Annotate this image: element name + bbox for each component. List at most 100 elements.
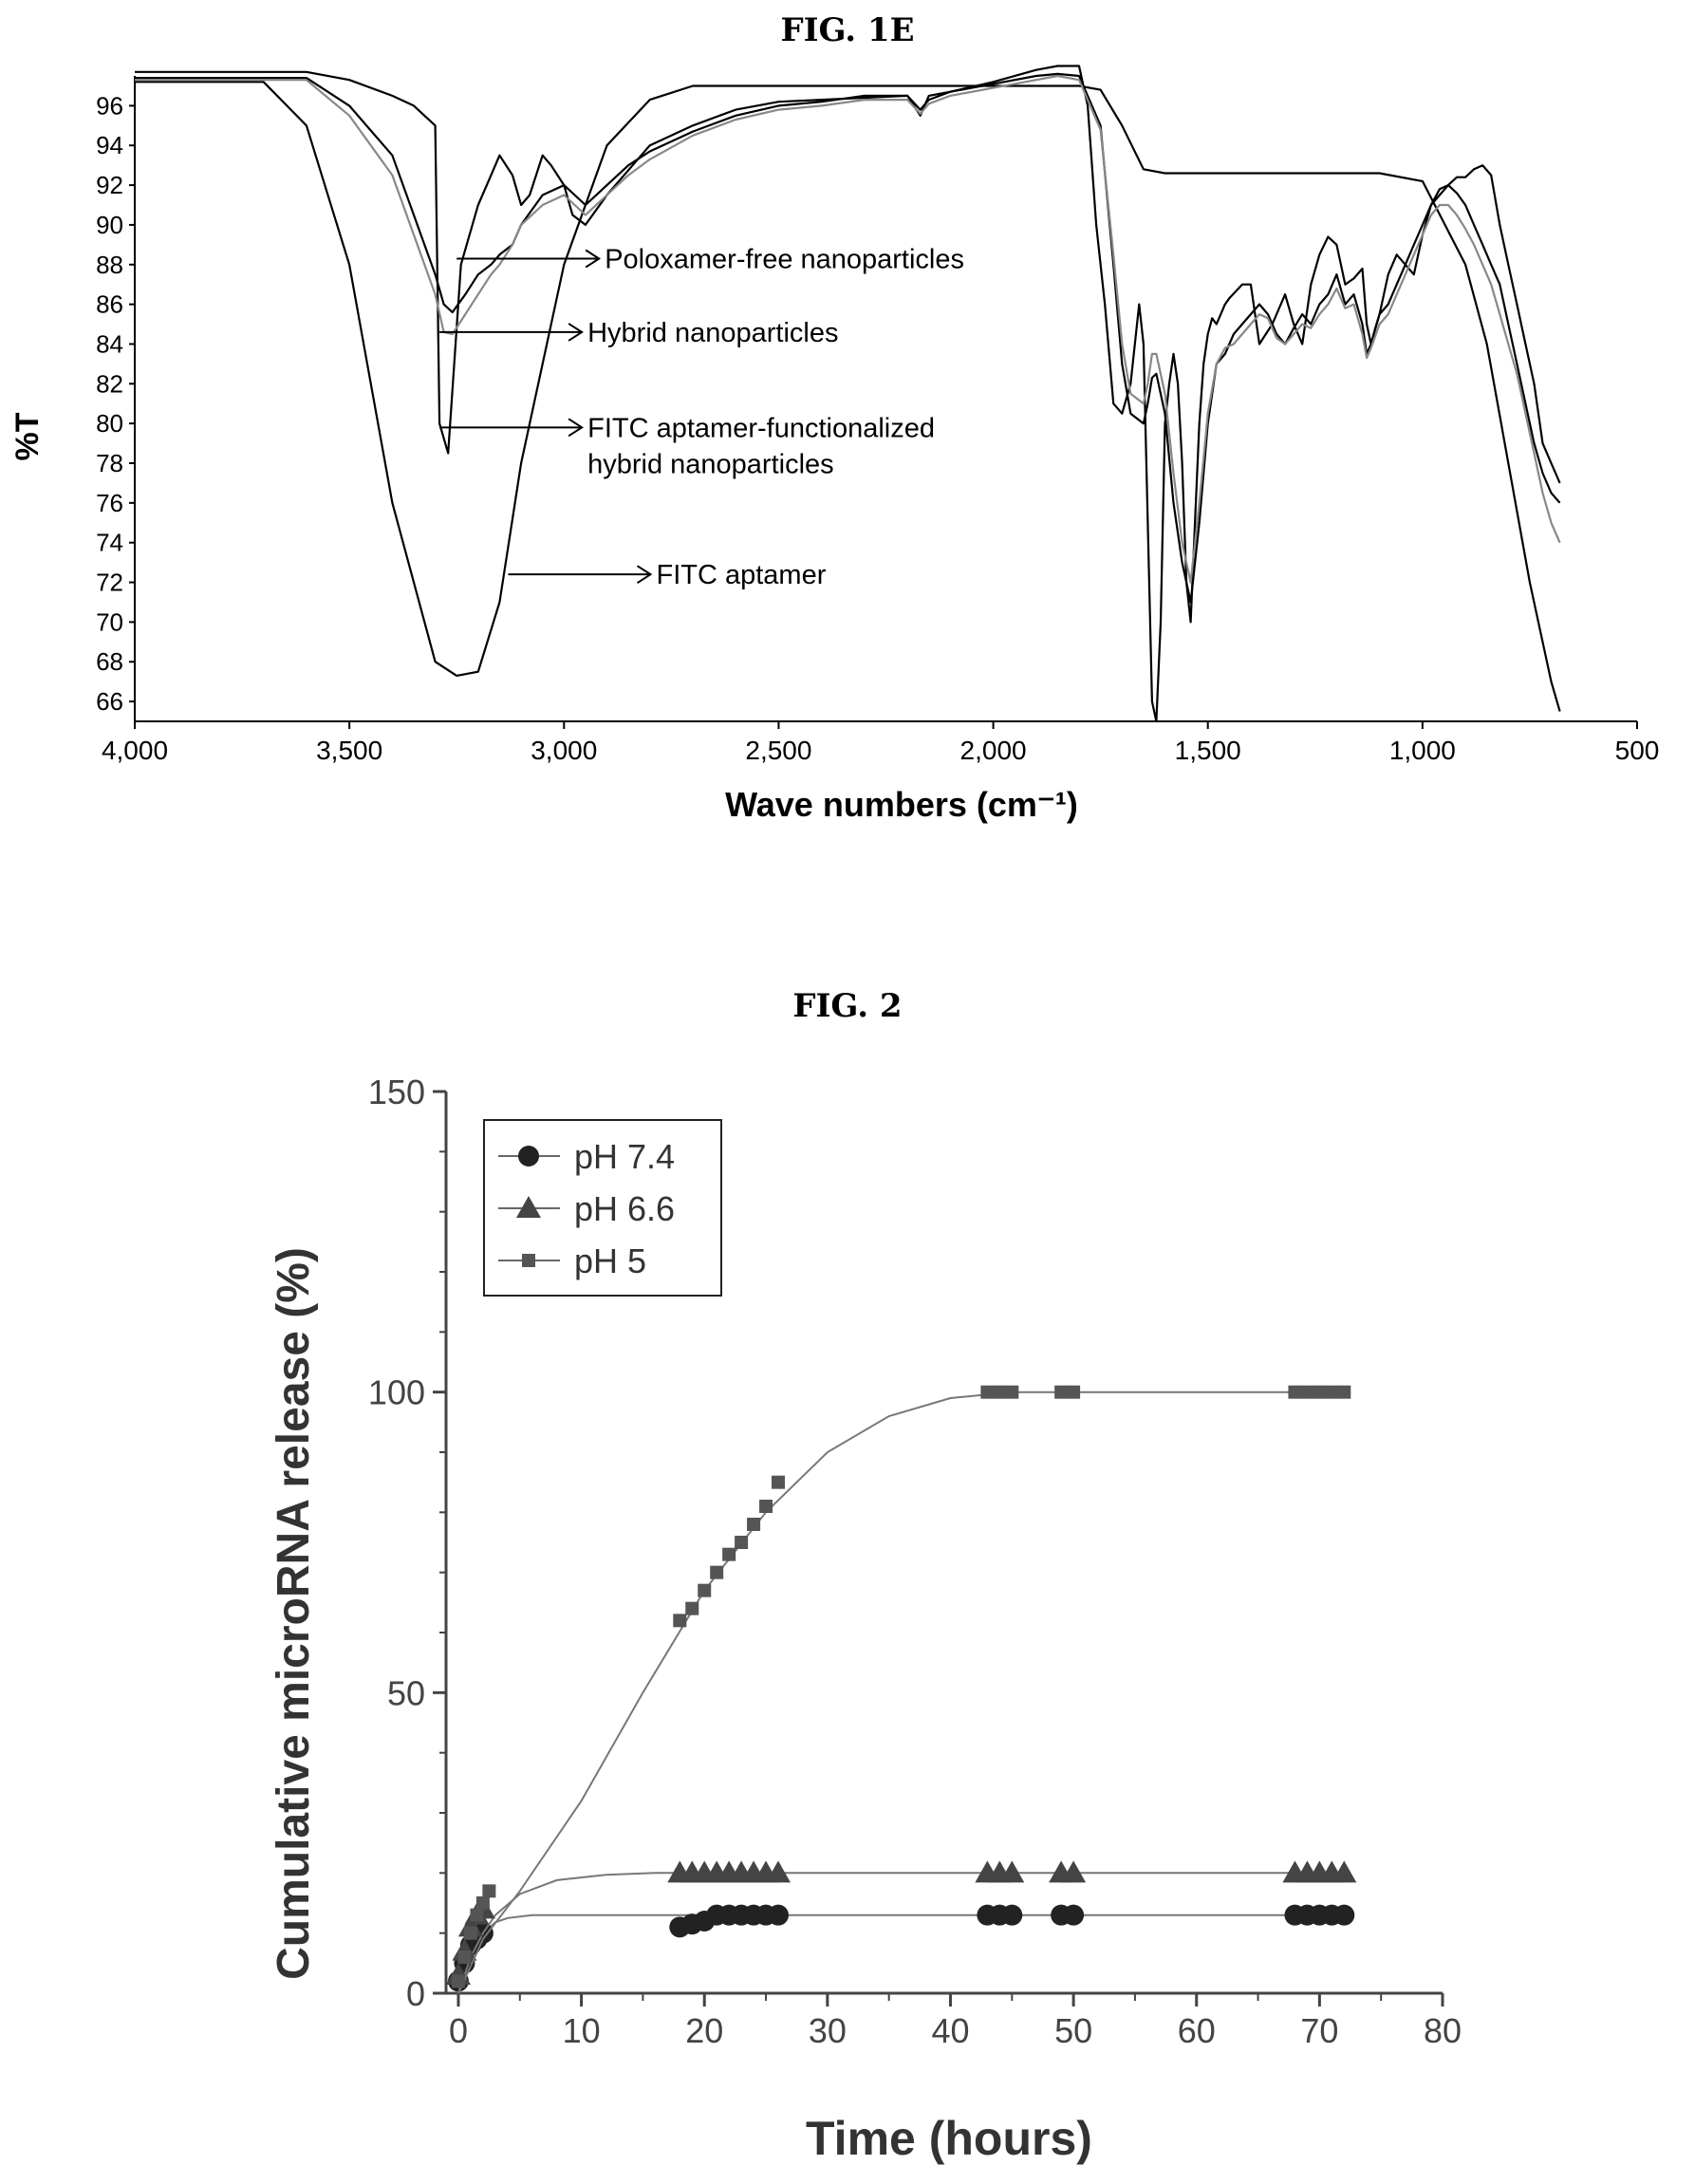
fig-1e-x-tick-label: 3,500 bbox=[316, 736, 382, 765]
fig-2-point-circle bbox=[768, 1904, 789, 1926]
fig-2-fit-curve bbox=[457, 1872, 1345, 1994]
fig-2-y-tick-label: 50 bbox=[387, 1673, 425, 1712]
fig-1e-x-tick-label: 4,000 bbox=[102, 736, 168, 765]
fig-1e-y-tick-label: 70 bbox=[96, 607, 123, 636]
fig-1e-ir-spectrum-chart: 4,000 3,500 3,000 2,500 2,000 1,500 1,000 500 66… bbox=[9, 65, 1659, 824]
fig-2-caption: FIG. 2 bbox=[792, 987, 903, 1025]
fig-1e-y-tick-label: 66 bbox=[96, 687, 123, 716]
fig-2-point-square bbox=[1300, 1385, 1314, 1399]
fig-2-x-tick-label: 50 bbox=[1054, 2011, 1092, 2050]
fig-2-point-triangle bbox=[999, 1860, 1025, 1883]
fig-1e-annotation-arrowhead bbox=[636, 565, 653, 585]
fig-1e-series-line bbox=[135, 81, 1561, 712]
fig-2-series bbox=[445, 1385, 1357, 1994]
fig-2-point-square bbox=[735, 1536, 749, 1549]
fig-1e-series bbox=[135, 65, 1561, 723]
fig-2-x-axis-label: Time (hours) bbox=[806, 2112, 1092, 2165]
fig-1e-annotation-arrowhead bbox=[568, 323, 584, 342]
fig-2-x-tick-label: 10 bbox=[563, 2011, 601, 2050]
fig-2-x-tick-label: 40 bbox=[931, 2011, 969, 2050]
fig-2-point-square bbox=[747, 1518, 761, 1531]
fig-2-point-square bbox=[980, 1385, 995, 1399]
fig-1e-series-line bbox=[135, 74, 1561, 584]
fig-1e-annotations: Poloxamer-free nanoparticles Hybrid nanop… bbox=[439, 244, 964, 590]
fig-2-point-square bbox=[1313, 1385, 1327, 1399]
fig-2-point-square bbox=[759, 1500, 773, 1513]
fig-1e-y-tick-label: 74 bbox=[96, 529, 123, 557]
fig-2-x-tick-label: 70 bbox=[1300, 2011, 1338, 2050]
fig-2-point-triangle bbox=[1332, 1860, 1357, 1883]
fig-2-fit-curve bbox=[457, 1913, 1345, 1994]
fig-2-point-square bbox=[451, 1974, 465, 1988]
fig-2-point-square bbox=[522, 1254, 535, 1267]
fig-1e-x-axis-label: Wave numbers (cm⁻¹) bbox=[725, 785, 1078, 824]
fig-2-x-tick-label: 20 bbox=[685, 2011, 723, 2050]
fig-1e-y-tick-label: 68 bbox=[96, 647, 123, 676]
fig-2-legend-label: pH 7.4 bbox=[574, 1137, 675, 1176]
fig-2-point-circle bbox=[518, 1146, 539, 1167]
fig-1e-annotation-label: Hybrid nanoparticles bbox=[587, 318, 838, 348]
fig-2-legend-label: pH 6.6 bbox=[574, 1189, 675, 1228]
fig-2-legend: pH 7.4 pH 6.6 pH 5 bbox=[483, 1119, 722, 1297]
fig-1e-annotation-label: FITC aptamer bbox=[656, 560, 826, 590]
fig-1e-y-tick-label: 92 bbox=[96, 171, 123, 199]
fig-1e-series-line bbox=[135, 65, 1561, 723]
fig-1e-annotation-label: hybrid nanoparticles bbox=[587, 449, 834, 479]
fig-1e-x-tick-label: 3,000 bbox=[531, 736, 597, 765]
fig-1e-axes: 4,000 3,500 3,000 2,500 2,000 1,500 1,000 500 66… bbox=[96, 76, 1659, 765]
fig-1e-annotation-label: FITC aptamer-functionalized bbox=[587, 413, 935, 443]
fig-1e-annotation-label: Poloxamer-free nanoparticles bbox=[605, 244, 964, 274]
fig-2-y-axis-label: Cumulative microRNA release (%) bbox=[269, 1247, 319, 1980]
fig-1e-y-tick-label: 78 bbox=[96, 449, 123, 477]
fig-2-y-tick-label: 0 bbox=[406, 1974, 425, 2013]
fig-2-point-square bbox=[710, 1565, 724, 1579]
fig-2-x-tick-label: 0 bbox=[449, 2011, 468, 2050]
fig-1e-y-tick-label: 94 bbox=[96, 131, 123, 159]
fig-2-point-triangle bbox=[1061, 1860, 1087, 1883]
fig-1e-y-tick-label: 76 bbox=[96, 489, 123, 517]
fig-2-point-circle bbox=[1001, 1904, 1023, 1926]
fig-2-axes: 0 10 20 30 40 50 60 70 80 0 50 100 150 bbox=[368, 1073, 1462, 2050]
fig-1e-x-tick-label: 2,500 bbox=[745, 736, 811, 765]
fig-2-point-circle bbox=[1063, 1904, 1085, 1926]
fig-1e-annotation-arrowhead bbox=[568, 418, 584, 438]
fig-2-fit-curve bbox=[457, 1391, 1345, 1994]
fig-2-point-square bbox=[673, 1614, 687, 1628]
fig-2-y-tick-label: 100 bbox=[368, 1373, 425, 1412]
fig-2-point-triangle bbox=[516, 1196, 541, 1218]
fig-2-point-square bbox=[1005, 1385, 1019, 1399]
fig-2-point-square bbox=[772, 1475, 785, 1489]
fig-2-point-square bbox=[1067, 1385, 1081, 1399]
fig-2-x-tick-label: 30 bbox=[809, 2011, 847, 2050]
fig-1e-y-tick-label: 86 bbox=[96, 290, 123, 319]
fig-2-point-square bbox=[698, 1583, 712, 1597]
fig-1e-y-tick-label: 88 bbox=[96, 251, 123, 279]
fig-1e-x-tick-label: 500 bbox=[1615, 736, 1660, 765]
fig-2-point-square bbox=[993, 1385, 1007, 1399]
fig-1e-caption: FIG. 1E bbox=[780, 11, 915, 49]
fig-1e-x-tick-label: 2,000 bbox=[960, 736, 1027, 765]
fig-1e-y-tick-label: 80 bbox=[96, 409, 123, 438]
fig-2-point-square bbox=[1054, 1385, 1069, 1399]
fig-2-x-tick-label: 80 bbox=[1424, 2011, 1462, 2050]
fig-1e-annotation-arrowhead bbox=[585, 249, 602, 269]
fig-2-point-square bbox=[482, 1884, 496, 1898]
fig-1e-y-tick-label: 72 bbox=[96, 569, 123, 597]
fig-1e-x-tick-label: 1,000 bbox=[1389, 736, 1456, 765]
fig-2-point-square bbox=[457, 1951, 472, 1964]
fig-1e-y-axis-label: %T bbox=[9, 412, 46, 460]
fig-2-point-square bbox=[470, 1908, 484, 1922]
fig-2-point-circle bbox=[1333, 1904, 1355, 1926]
fig-2-point-square bbox=[685, 1601, 699, 1615]
fig-2-point-square bbox=[1288, 1385, 1302, 1399]
fig-2-point-square bbox=[1337, 1385, 1351, 1399]
fig-1e-y-tick-label: 82 bbox=[96, 369, 123, 398]
fig-1e-y-tick-label: 84 bbox=[96, 329, 123, 358]
fig-2-point-square bbox=[722, 1547, 736, 1561]
fig-1e-y-tick-label: 96 bbox=[96, 91, 123, 120]
fig-2-point-square bbox=[475, 1896, 490, 1910]
fig-2-point-square bbox=[463, 1926, 477, 1940]
fig-1e-y-tick-label: 90 bbox=[96, 211, 123, 239]
